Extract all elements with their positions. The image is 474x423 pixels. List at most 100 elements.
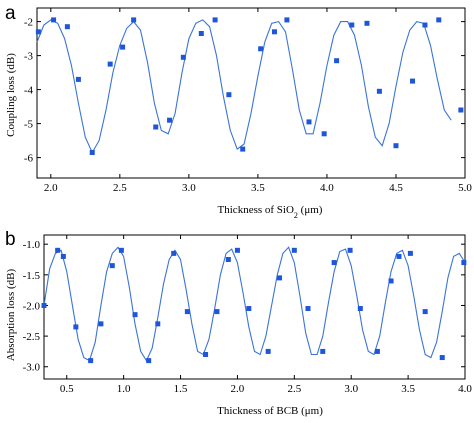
panel-a-y-axis-title: Coupling loss (dB) (5, 53, 17, 137)
panel-b-data-point-29 (407, 250, 413, 256)
panel-b-x-tick-label-4: 2.5 (287, 383, 301, 395)
panel-a-x-tick-label-0: 2.0 (44, 182, 58, 194)
panel-a-data-point-15 (258, 46, 264, 52)
panel-b-data-point-1 (55, 247, 61, 253)
panel-a-data-point-3 (75, 76, 81, 82)
panel-b-y-tick-label-4: -3.0 (23, 362, 41, 374)
panel-a-data-point-12 (212, 17, 218, 23)
panel-a-x-tick-label-5: 4.5 (389, 182, 403, 194)
panel-b-data-point-19 (277, 275, 283, 281)
panel-a-x-axis-title: Thickness of SiO2 (μm) (218, 204, 323, 220)
panel-b-data-point-13 (203, 351, 209, 357)
panel-b-fit-curve (43, 246, 466, 362)
panel-b-data-point-28 (396, 253, 402, 259)
panel-b-y-tick-label-0: -1.0 (23, 239, 41, 251)
panel-a-data-point-21 (349, 22, 355, 28)
panel-a-y-tick-label-3: -5 (24, 119, 34, 131)
panel-b-data-point-23 (331, 260, 337, 266)
panel-b-data-point-21 (305, 306, 311, 312)
panel-b-data-point-11 (171, 250, 177, 256)
panel-b-data-point-24 (347, 247, 353, 253)
panel-b-x-tick-label-3: 2.0 (231, 383, 245, 395)
panel-a-data-point-5 (107, 61, 113, 67)
panel-a-data-point-28 (458, 107, 464, 113)
panel-b-data-point-10 (155, 321, 161, 327)
panel-a-data-point-16 (271, 29, 277, 35)
panel-a-data-point-0 (35, 29, 41, 35)
panel-a-data-point-18 (306, 119, 312, 125)
panel-b-data-point-15 (225, 257, 231, 263)
panel-a-chart: 2.0 2.5 3.0 3.5 4.0 4.5 5.0 -2 -3 -4 -5 -6 (24, 7, 472, 194)
panel-a-y-tick-label-4: -6 (24, 153, 34, 165)
panel-a-data-point-4 (89, 150, 95, 155)
panel-a-data-point-22 (364, 20, 370, 26)
panel-b-data-point-17 (246, 306, 252, 312)
panel-a-data-point-9 (167, 117, 173, 123)
panel-a-x-tick-label-6: 5.0 (458, 182, 472, 194)
panel-b-x-tick-label-1: 1.0 (117, 383, 131, 395)
panel-a-plot-frame (36, 7, 466, 179)
panel-b-data-point-5 (98, 321, 104, 327)
panel-b-data-point-18 (265, 348, 271, 354)
panel-b-x-tick-label-7: 4.0 (458, 383, 472, 395)
panel-b-x-tick-label-2: 1.5 (174, 383, 188, 395)
panel-b-data-point-32 (461, 260, 467, 266)
panel-a-data-point-24 (393, 143, 399, 149)
panel-b-y-axis-title: Absorption loss (dB) (5, 269, 17, 362)
panel-b-data-point-2 (60, 253, 66, 259)
panel-a-data-point-7 (131, 17, 137, 23)
panel-b-data-point-0 (41, 302, 47, 308)
panel-a-data-point-25 (410, 78, 416, 84)
panel-a-letter: a (5, 3, 16, 24)
panel-a-x-tick-label-1: 2.5 (113, 182, 127, 194)
panel-b-data-point-9 (146, 358, 152, 364)
panel-a-data-point-1 (51, 17, 57, 23)
panel-a-x-tick-label-4: 4.0 (320, 182, 334, 194)
panel-b-data-point-7 (118, 247, 124, 253)
panel-b-data-point-22 (320, 348, 326, 354)
panel-b-plot-frame (43, 234, 466, 380)
panel-a-data-point-26 (422, 22, 428, 28)
panel-b-letter: b (5, 229, 16, 250)
panel-a-data-point-6 (120, 44, 126, 50)
panel-a-x-tick-label-3: 3.5 (251, 182, 265, 194)
panel-b-chart: 0.5 1.0 1.5 2.0 2.5 3.0 3.5 4.0 -1.0 -1.5 -2.0 -2.5… (23, 234, 472, 395)
panel-b-data-point-25 (357, 306, 363, 312)
panel-b-data-point-6 (109, 263, 115, 269)
panel-a-y-tick-label-0: -2 (24, 17, 33, 29)
panel-b-data-point-27 (388, 278, 394, 284)
panel-b-x-axis-title: Thickness of BCB (μm) (217, 405, 323, 417)
panel-a-data-point-17 (284, 17, 290, 23)
panel-b-x-tick-label-5: 3.0 (344, 383, 358, 395)
panel-b-data-point-31 (439, 355, 445, 361)
panel-a-x-tick-label-2: 3.0 (182, 182, 196, 194)
panel-b-data-point-3 (73, 324, 79, 330)
panel-b-data-point-14 (214, 309, 220, 315)
panel-b-y-tick-label-2: -2.0 (23, 300, 41, 312)
panel-b-data-point-8 (132, 312, 138, 318)
panel-a-data-point-23 (376, 88, 382, 94)
panel-a-y-tick-label-1: -3 (24, 51, 34, 63)
panel-b-data-point-26 (374, 348, 380, 354)
panel-a-fit-curve (36, 19, 452, 154)
panel-a-y-tick-label-2: -4 (24, 85, 34, 97)
panel-a-data-point-13 (226, 92, 232, 98)
panel-b-data-point-4 (88, 358, 94, 364)
panel-a-data-point-20 (334, 58, 340, 64)
panel-b-data-point-20 (291, 247, 297, 253)
panel-b-data-point-16 (234, 247, 240, 253)
panel-a-data-point-19 (321, 131, 327, 137)
panel-b-y-tick-label-3: -2.5 (23, 331, 41, 343)
panel-a-data-point-10 (180, 54, 186, 60)
panel-b-x-tick-label-6: 3.5 (401, 383, 415, 395)
panel-b-x-tick-label-0: 0.5 (60, 383, 74, 395)
panel-a-data-point-27 (436, 17, 442, 23)
panel-a-data-point-8 (153, 124, 159, 130)
panel-a-data-point-14 (240, 146, 246, 152)
panel-a-data-point-11 (198, 31, 204, 36)
panel-b-y-tick-label-1: -1.5 (23, 270, 41, 282)
panel-b-data-point-12 (184, 309, 190, 315)
panel-b-data-point-30 (422, 309, 428, 315)
